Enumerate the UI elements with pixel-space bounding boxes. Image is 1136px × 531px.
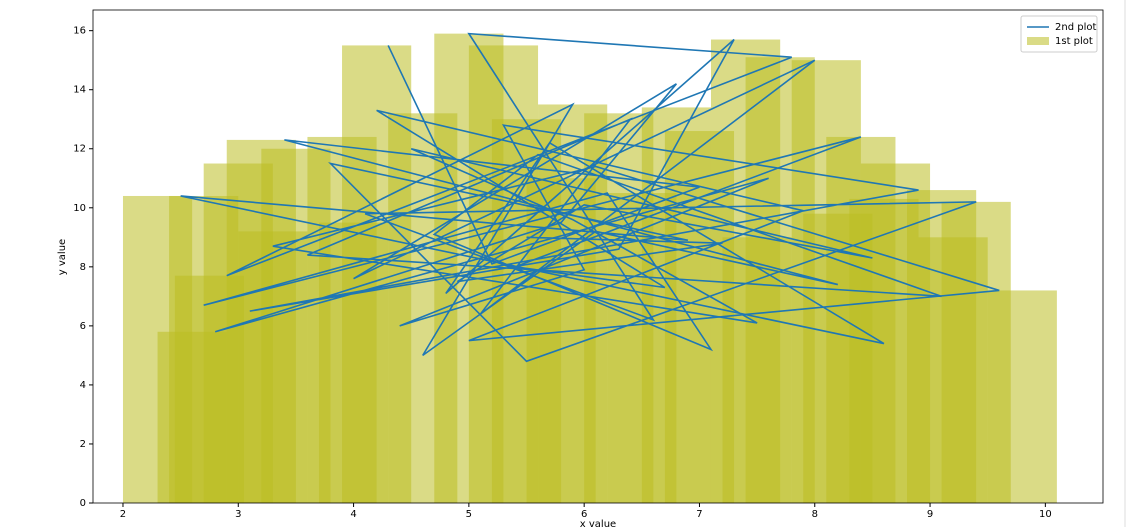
y-tick-label: 6 — [80, 321, 86, 332]
y-axis-label: y value — [57, 239, 68, 275]
x-tick-label: 10 — [1039, 509, 1052, 520]
legend-label: 1st plot — [1055, 36, 1093, 47]
line — [180, 32, 1000, 363]
x-tick-label: 3 — [235, 509, 241, 520]
bar — [238, 231, 308, 504]
y-tick-label: 0 — [80, 498, 86, 509]
legend-label: 2nd plot — [1055, 22, 1096, 33]
y-tick-label: 10 — [73, 203, 86, 214]
bar — [803, 213, 873, 503]
x-tick-label: 8 — [812, 509, 818, 520]
x-tick-label: 7 — [696, 509, 702, 520]
x-axis-label: x value — [580, 519, 616, 527]
y-tick-label: 16 — [73, 26, 86, 37]
y-tick-label: 14 — [73, 85, 86, 96]
y-tick-label: 2 — [80, 439, 86, 450]
y-tick-label: 4 — [80, 380, 86, 391]
legend-swatch — [1027, 37, 1049, 45]
x-tick-label: 5 — [466, 509, 472, 520]
x-tick-label: 2 — [120, 509, 126, 520]
x-tick-label: 6 — [581, 509, 587, 520]
axes-frame — [92, 9, 1104, 504]
bar — [722, 237, 792, 503]
bar — [987, 290, 1057, 503]
x-tick-label: 9 — [927, 509, 933, 520]
bar — [918, 237, 988, 503]
x-tick-label: 4 — [350, 509, 356, 520]
plot-area — [122, 32, 1057, 504]
y-tick-label: 8 — [80, 262, 86, 273]
y-tick-label: 12 — [73, 144, 86, 155]
